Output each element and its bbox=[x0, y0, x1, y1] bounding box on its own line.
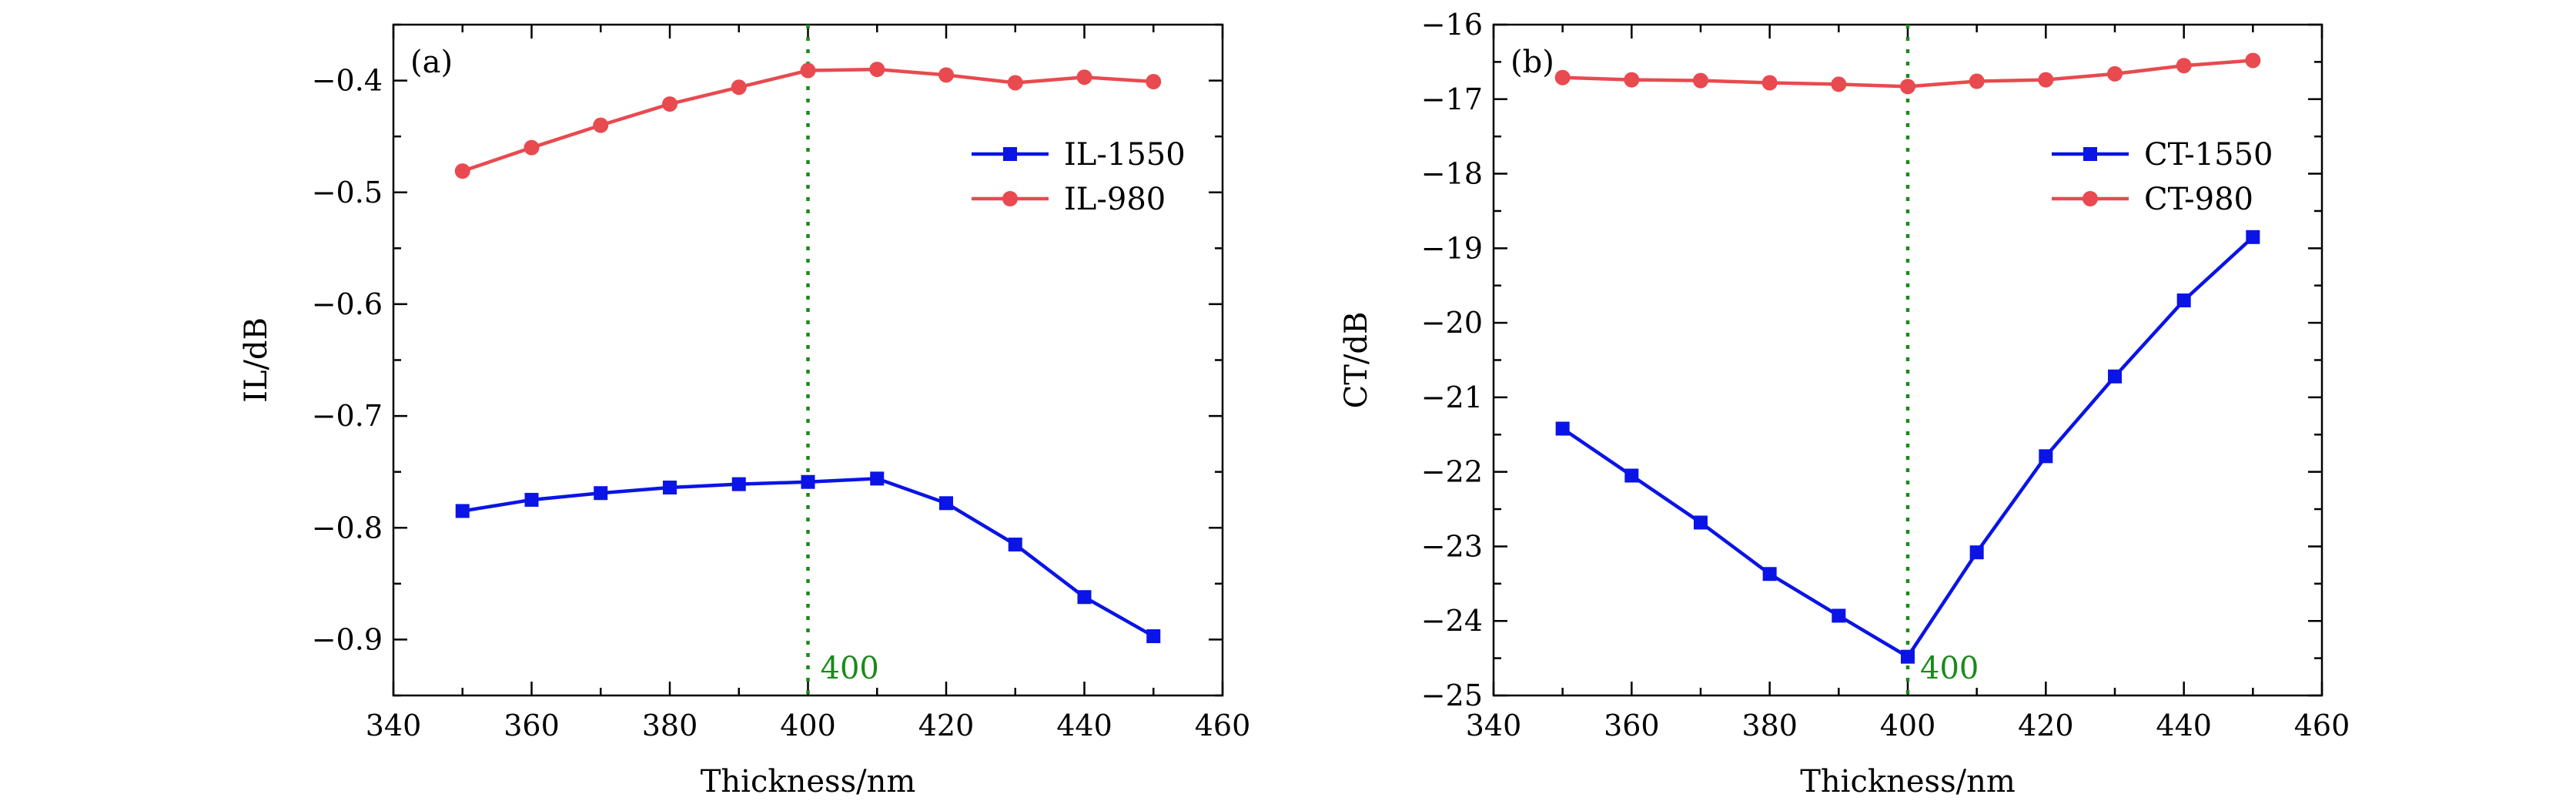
data-point bbox=[731, 477, 746, 491]
data-point bbox=[2176, 293, 2191, 308]
data-point bbox=[1624, 72, 1640, 88]
y-axis-label: CT/dB bbox=[1339, 312, 1374, 409]
y-tick-label: −0.6 bbox=[312, 287, 383, 321]
x-tick-label: 400 bbox=[780, 709, 836, 742]
reference-line-label: 400 bbox=[1920, 651, 1979, 686]
x-tick-label: 400 bbox=[1880, 709, 1936, 742]
x-axis-label: Thickness/nm bbox=[1800, 764, 2016, 799]
data-point bbox=[1969, 545, 1984, 560]
data-point bbox=[1076, 69, 1092, 85]
data-point bbox=[454, 163, 470, 179]
data-point bbox=[1831, 76, 1847, 92]
y-tick-label: −0.8 bbox=[312, 511, 383, 545]
x-tick-label: 340 bbox=[366, 709, 422, 742]
data-point bbox=[1077, 590, 1092, 605]
data-point bbox=[524, 492, 539, 507]
x-tick-label: 460 bbox=[2294, 709, 2350, 742]
chart-panel-a: 340 360 380 400 420 440 460 −0.9 −0.8 −0.7 −0.6 −0.… bbox=[239, 23, 1251, 799]
data-point bbox=[1008, 538, 1022, 552]
data-point bbox=[2107, 65, 2123, 82]
x-tick-label: 380 bbox=[642, 709, 698, 742]
data-point bbox=[1624, 468, 1639, 483]
y-tick-label: −19 bbox=[1421, 231, 1483, 265]
y-tick-label: −0.9 bbox=[312, 622, 383, 656]
data-point bbox=[2176, 58, 2192, 74]
legend-label: IL-1550 bbox=[1064, 137, 1186, 173]
data-point bbox=[662, 96, 677, 112]
y-tick-label: −0.7 bbox=[312, 399, 383, 433]
y-tick-label: −21 bbox=[1421, 380, 1483, 414]
data-point bbox=[1901, 649, 1915, 664]
data-point bbox=[869, 62, 885, 78]
legend-label: CT-980 bbox=[2144, 182, 2253, 217]
y-tick-label: −23 bbox=[1421, 529, 1483, 563]
x-tick-label: 340 bbox=[1466, 709, 1522, 742]
x-tick-label: 380 bbox=[1741, 709, 1798, 742]
x-tick-label: 420 bbox=[2018, 709, 2074, 742]
x-tick-label: 440 bbox=[2156, 709, 2212, 742]
x-tick-label: 460 bbox=[1195, 709, 1251, 742]
legend-marker bbox=[2083, 191, 2098, 206]
data-point bbox=[731, 79, 747, 96]
y-tick-label: −0.5 bbox=[312, 176, 383, 209]
x-tick-label: 420 bbox=[918, 709, 975, 742]
y-tick-label: −0.4 bbox=[312, 64, 383, 98]
chart-panel-b: 340 360 380 400 420 440 460 −25 −24 −23 −22 −21 −20 −… bbox=[1339, 8, 2350, 799]
legend-marker bbox=[1002, 191, 1018, 206]
legend-label: IL-980 bbox=[1064, 182, 1166, 217]
x-tick-label: 440 bbox=[1056, 709, 1112, 742]
legend-label: CT-1550 bbox=[2144, 137, 2273, 173]
data-point bbox=[800, 62, 816, 79]
data-point bbox=[2039, 449, 2053, 464]
x-tick-label: 360 bbox=[1604, 709, 1660, 742]
panel-label: (a) bbox=[410, 45, 453, 80]
data-point bbox=[593, 117, 609, 133]
data-point bbox=[1969, 73, 1985, 89]
data-point bbox=[870, 471, 885, 486]
y-tick-label: −16 bbox=[1421, 8, 1483, 42]
data-point bbox=[455, 504, 470, 518]
data-point bbox=[1693, 72, 1708, 89]
series-line-IL-980 bbox=[462, 67, 1154, 173]
y-tick-label: −22 bbox=[1421, 455, 1483, 489]
x-tick-label: 360 bbox=[503, 709, 560, 742]
data-point bbox=[1007, 75, 1023, 91]
data-point bbox=[2246, 230, 2260, 244]
reference-line-label: 400 bbox=[821, 651, 879, 686]
data-point bbox=[801, 474, 815, 489]
y-axis-label: IL/dB bbox=[239, 317, 274, 403]
data-point bbox=[1900, 79, 1915, 95]
y-tick-label: −20 bbox=[1421, 306, 1483, 340]
data-point bbox=[594, 486, 608, 501]
data-point bbox=[939, 496, 953, 511]
data-point bbox=[1694, 515, 1708, 530]
y-tick-label: −24 bbox=[1421, 604, 1483, 638]
legend-marker bbox=[1003, 147, 1017, 161]
y-tick-label: −18 bbox=[1421, 157, 1483, 191]
y-tick-label: −25 bbox=[1421, 679, 1483, 712]
data-point bbox=[1761, 75, 1778, 91]
data-point bbox=[663, 480, 677, 494]
data-point bbox=[2108, 369, 2122, 384]
data-point bbox=[1832, 608, 1846, 623]
data-point bbox=[1762, 567, 1777, 581]
panel-label: (b) bbox=[1510, 45, 1554, 80]
data-point bbox=[1555, 421, 1570, 436]
data-point bbox=[524, 139, 540, 156]
data-point bbox=[2245, 52, 2261, 69]
data-point bbox=[1554, 69, 1571, 85]
data-point bbox=[2038, 72, 2054, 88]
data-point bbox=[1146, 74, 1162, 90]
x-axis-label: Thickness/nm bbox=[701, 764, 916, 799]
data-point bbox=[1146, 629, 1161, 644]
legend-marker bbox=[2083, 147, 2097, 161]
data-point bbox=[938, 67, 954, 83]
y-tick-label: −17 bbox=[1421, 82, 1483, 116]
